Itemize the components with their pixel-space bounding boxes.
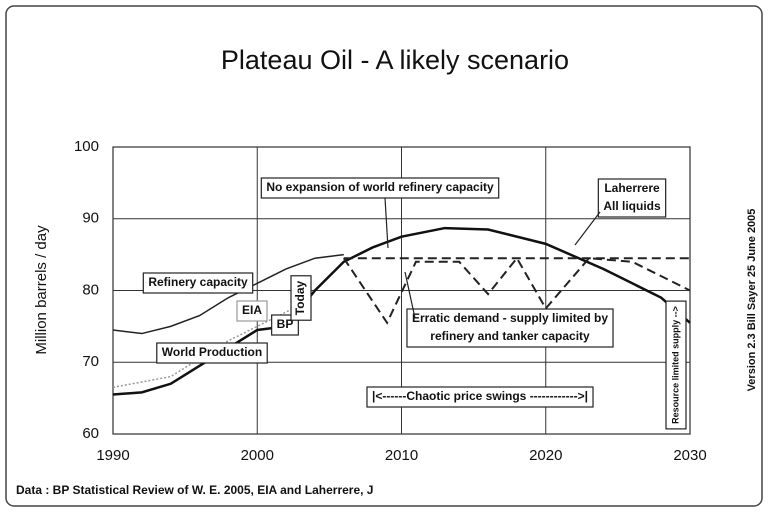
annotation: All liquids <box>603 199 661 213</box>
y-tick-label: 70 <box>82 353 99 370</box>
x-tick-label: 2000 <box>241 447 274 464</box>
series-line <box>342 256 691 325</box>
x-tick-label: 2020 <box>529 447 562 464</box>
x-tick-label: 2010 <box>385 447 418 464</box>
frame <box>5 5 763 507</box>
annotation-box <box>665 300 687 430</box>
annotation: Refinery capacity <box>148 275 248 289</box>
annotation: Today <box>293 280 307 315</box>
y-tick-label: 60 <box>82 425 99 442</box>
annotation-arrow <box>404 271 416 319</box>
chart-title: Plateau Oil - A likely scenario <box>221 45 569 75</box>
x-tick-label: 2030 <box>673 447 706 464</box>
annotation: World Production <box>162 345 262 359</box>
y-tick-label: 100 <box>74 138 99 155</box>
annotation-box <box>260 177 500 199</box>
y-axis-label: Million barrels / day <box>33 225 50 355</box>
y-tick-label: 90 <box>82 210 99 227</box>
annotation-box <box>597 178 667 218</box>
x-tick-label: 1990 <box>96 447 129 464</box>
annotation: No expansion of world refinery capacity <box>266 180 494 194</box>
annotation: BP <box>277 317 294 331</box>
annotation-arrow <box>384 197 389 249</box>
series-line <box>112 253 344 335</box>
footer: Data : BP Statistical Review of W. E. 20… <box>16 483 373 497</box>
y-tick-label: 80 <box>82 281 99 298</box>
annotation-box <box>142 272 254 294</box>
annotation: Resource limited supply --> <box>670 306 680 424</box>
annotation-box <box>156 342 268 364</box>
series-line <box>112 226 691 396</box>
annotation-box <box>406 308 614 348</box>
annotation: EIA <box>242 303 262 317</box>
annotation: Laherrere <box>604 181 660 195</box>
annotation: refinery and tanker capacity <box>430 329 590 343</box>
annotation-box <box>290 275 312 321</box>
annotation-arrow <box>574 211 601 246</box>
annotation-box <box>366 386 594 408</box>
annotation: |<------Chaotic price swings -----------… <box>372 389 588 403</box>
annotation: Erratic demand - supply limited by <box>412 311 608 325</box>
version-note: Version 2.3 Bill Sayer 25 June 2005 <box>746 209 758 392</box>
annotation-box <box>236 300 268 322</box>
